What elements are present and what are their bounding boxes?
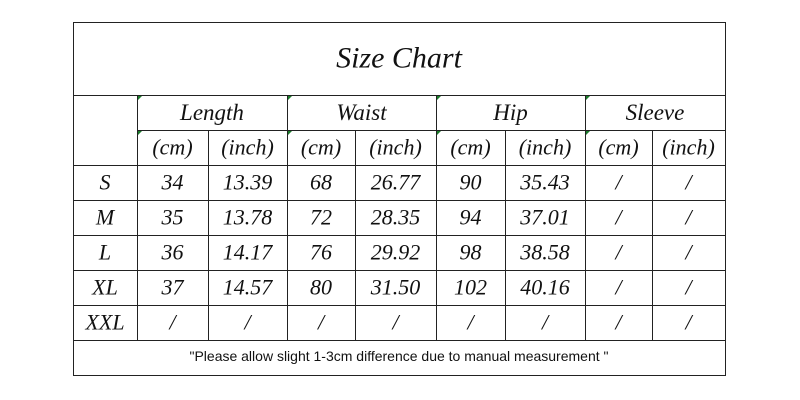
unit-header: (inch) — [519, 135, 572, 160]
cell-value: / — [613, 240, 623, 265]
cell-value: / — [613, 170, 623, 195]
cell-marker — [586, 131, 590, 135]
cell-value: / — [613, 205, 623, 230]
cell-value: / — [683, 170, 693, 195]
cell-value: / — [540, 310, 550, 335]
table-border — [73, 22, 726, 376]
cell-value: 80 — [310, 275, 332, 300]
cell-value: 98 — [460, 240, 482, 265]
cell-value: 68 — [310, 170, 332, 195]
unit-header: (cm) — [450, 135, 490, 160]
cell-value: / — [242, 310, 252, 335]
size-label: XL — [91, 275, 118, 300]
unit-header: (cm) — [301, 135, 341, 160]
cell-value: 34 — [161, 170, 184, 195]
cell-value: / — [683, 205, 693, 230]
size-label: XXL — [84, 310, 124, 335]
size-label: L — [98, 240, 111, 265]
cell-value: 29.92 — [371, 240, 421, 265]
size-label: S — [100, 170, 111, 195]
cell-marker — [437, 131, 441, 135]
cell-value: 28.35 — [371, 205, 421, 230]
unit-header: (cm) — [598, 135, 638, 160]
cell-value: 31.50 — [370, 275, 421, 300]
cell-value: / — [683, 275, 693, 300]
cell-value: / — [465, 310, 475, 335]
cell-marker — [138, 131, 142, 135]
cell-value: 13.39 — [223, 170, 273, 195]
cell-value: / — [167, 310, 177, 335]
unit-header: (inch) — [662, 135, 715, 160]
cell-value: 35 — [161, 205, 184, 230]
note: "Please allow slight 1-3cm difference du… — [189, 348, 608, 364]
cell-value: / — [613, 275, 623, 300]
column-header: Sleeve — [626, 100, 685, 125]
cell-marker — [586, 96, 590, 100]
cell-marker — [437, 96, 441, 100]
cell-value: / — [683, 310, 693, 335]
column-header: Waist — [336, 100, 387, 125]
cell-value: / — [390, 310, 400, 335]
cell-value: / — [683, 240, 693, 265]
cell-value: 72 — [310, 205, 332, 230]
cell-value: 36 — [161, 240, 184, 265]
title: Size Chart — [336, 41, 463, 74]
unit-header: (cm) — [152, 135, 192, 160]
column-header: Length — [179, 100, 244, 125]
cell-value: 40.16 — [520, 275, 570, 300]
cell-value: 26.77 — [371, 170, 422, 195]
cell-value: 38.58 — [519, 240, 570, 265]
cell-value: 37 — [161, 275, 185, 300]
unit-header: (inch) — [369, 135, 422, 160]
cell-value: 76 — [310, 240, 332, 265]
unit-header: (inch) — [221, 135, 274, 160]
cell-value: 102 — [454, 275, 487, 300]
cell-value: 13.78 — [223, 205, 273, 230]
cell-value: 35.43 — [519, 170, 570, 195]
cell-value: 94 — [460, 205, 482, 230]
cell-marker — [138, 96, 142, 100]
size-label: M — [95, 205, 116, 230]
cell-value: 37.01 — [519, 205, 570, 230]
cell-value: 14.17 — [223, 240, 274, 265]
column-header: Hip — [492, 100, 528, 125]
cell-marker — [288, 96, 292, 100]
cell-value: / — [613, 310, 623, 335]
cell-value: 90 — [460, 170, 482, 195]
cell-value: / — [316, 310, 326, 335]
cell-value: 14.57 — [223, 275, 274, 300]
cell-marker — [288, 131, 292, 135]
